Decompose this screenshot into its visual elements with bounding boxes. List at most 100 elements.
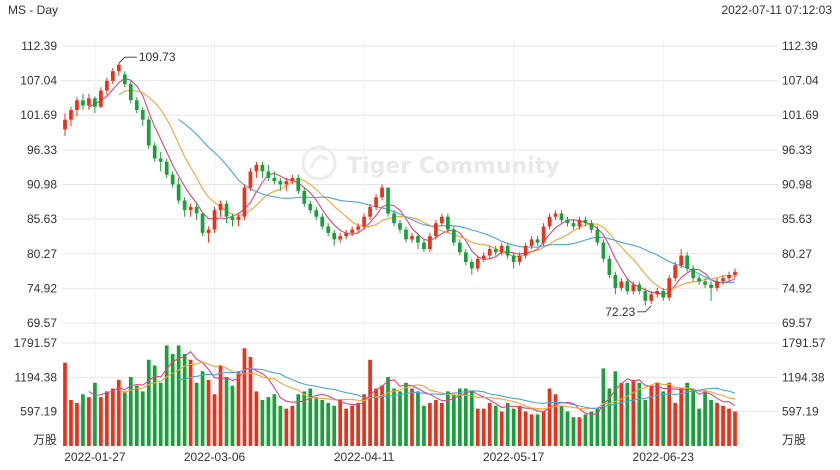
volume-bar xyxy=(350,405,354,446)
price-tick-label-left: 90.98 xyxy=(27,178,57,192)
candle xyxy=(559,210,564,224)
annotation-high-label: 109.73 xyxy=(139,50,176,64)
price-ma20-line xyxy=(178,118,736,284)
volume-unit-label-left: 万股 xyxy=(33,433,57,447)
volume-bar xyxy=(637,382,642,446)
price-tick-label-right: 96.33 xyxy=(782,143,812,157)
volume-bar xyxy=(290,405,295,446)
volume-ma20-line xyxy=(178,368,736,409)
candle xyxy=(362,213,366,230)
candle xyxy=(338,232,343,243)
volume-tick-label-left: 1194.38 xyxy=(15,370,58,384)
volume-bar xyxy=(487,402,492,446)
volume-bar xyxy=(75,402,79,446)
y-axis-labels: 112.39 112.39 107.04 107.04 101.69 101.69 96.3… xyxy=(14,39,826,447)
volume-bar xyxy=(505,402,510,446)
candle xyxy=(667,274,672,301)
price-ma5-line xyxy=(88,77,736,296)
candle xyxy=(308,200,313,214)
candle xyxy=(75,97,79,117)
volume-bar xyxy=(709,400,713,446)
volume-bar xyxy=(422,405,426,446)
watermark-text: Tiger Community xyxy=(347,154,560,179)
price-tick-label-right: 90.98 xyxy=(782,178,812,192)
candle xyxy=(583,216,588,227)
x-tick-label: 2022-04-11 xyxy=(334,450,395,464)
volume-bar xyxy=(673,402,678,446)
candle xyxy=(260,161,265,178)
candle xyxy=(440,213,444,227)
volume-bar xyxy=(481,408,486,446)
candle xyxy=(475,255,480,272)
volume-bar xyxy=(416,391,420,446)
candle xyxy=(188,203,193,217)
candle xyxy=(254,161,259,178)
volume-bar xyxy=(392,388,396,446)
candle xyxy=(589,219,594,233)
price-tick-label-right: 112.39 xyxy=(782,39,818,53)
candle xyxy=(613,271,618,295)
candle xyxy=(81,93,85,110)
candle xyxy=(63,113,67,136)
volume-bar xyxy=(541,411,546,446)
volume-bar xyxy=(164,345,169,446)
price-tick-label-right: 85.63 xyxy=(782,212,812,226)
volume-bar xyxy=(625,382,630,446)
volume-bar xyxy=(583,414,588,446)
candle xyxy=(703,278,707,288)
price-tick-label-left: 80.27 xyxy=(27,247,57,261)
volume-bar xyxy=(577,417,582,446)
volume-bar xyxy=(733,411,737,446)
candle xyxy=(290,174,295,185)
candle xyxy=(625,278,630,295)
volume-bar xyxy=(206,379,211,446)
candle xyxy=(332,229,337,246)
candle xyxy=(733,268,737,279)
volume-bar xyxy=(242,348,247,446)
candle xyxy=(511,252,516,269)
volume-bar xyxy=(649,385,654,446)
volume-bar xyxy=(146,359,151,446)
candle xyxy=(99,87,103,109)
candle xyxy=(116,63,121,76)
candle xyxy=(595,226,600,246)
candle xyxy=(499,242,504,256)
volume-bar xyxy=(475,408,480,446)
volume-bar xyxy=(260,400,265,446)
x-tick-label: 2022-01-27 xyxy=(64,450,126,464)
price-tick-label-left: 74.92 xyxy=(27,281,57,295)
volume-bar xyxy=(446,391,450,446)
chart-title: MS - Day xyxy=(8,3,59,17)
candle xyxy=(158,152,163,172)
volume-bar xyxy=(284,408,289,446)
volume-bar xyxy=(99,397,103,446)
volume-bar xyxy=(320,400,325,446)
x-tick-label: 2022-05-17 xyxy=(483,450,545,464)
candle xyxy=(398,219,402,233)
candle xyxy=(655,287,660,298)
candle xyxy=(278,177,283,191)
volume-bar xyxy=(332,405,337,446)
volume-bar xyxy=(667,382,672,446)
candle xyxy=(200,213,205,237)
volume-bar xyxy=(613,371,618,446)
candle xyxy=(643,287,648,306)
candle xyxy=(224,200,229,224)
watermark-logo-icon xyxy=(301,145,337,181)
volume-bar xyxy=(224,377,229,446)
volume-bar xyxy=(314,397,319,446)
volume-tick-label-left: 597.19 xyxy=(20,405,57,419)
x-axis-labels: 2022-01-27 2022-03-06 2022-04-11 2022-05-17… xyxy=(64,450,694,464)
candle xyxy=(541,223,546,246)
candle xyxy=(493,245,498,256)
candle xyxy=(134,97,139,114)
candle xyxy=(469,258,474,275)
volume-bar xyxy=(697,408,701,446)
candle xyxy=(392,210,396,227)
candle xyxy=(547,213,552,230)
candle xyxy=(631,281,636,295)
candle xyxy=(715,278,719,292)
candles xyxy=(63,63,737,306)
volume-bar xyxy=(182,354,187,446)
